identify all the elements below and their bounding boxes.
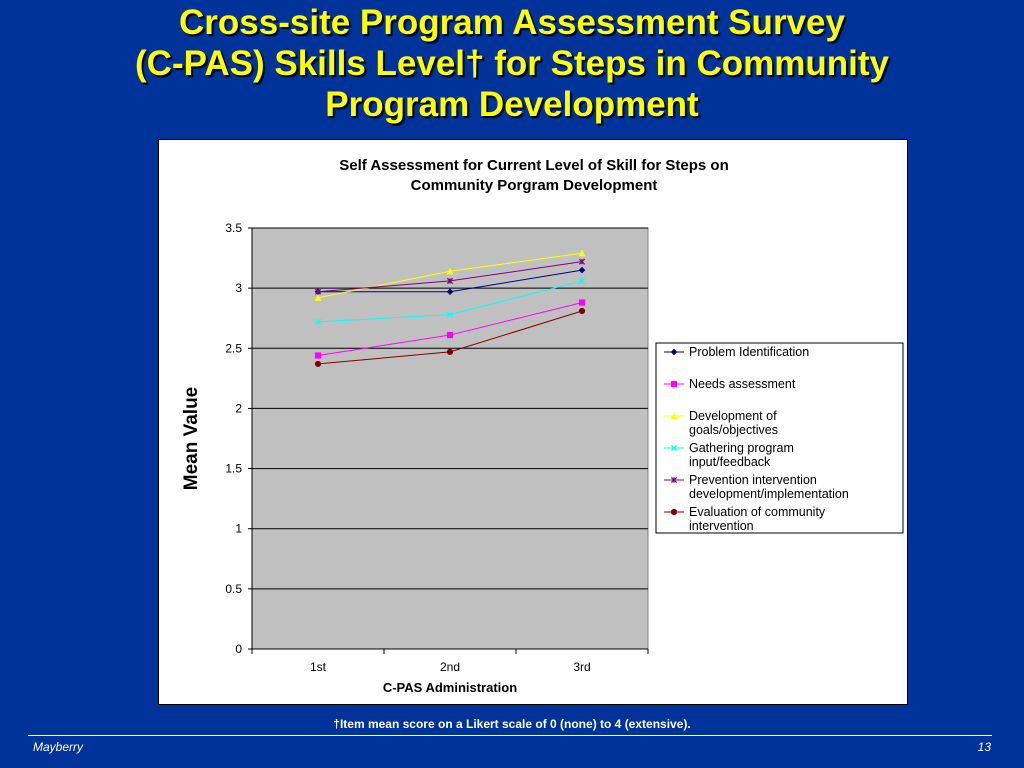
data-point-s6-1st — [314, 360, 322, 368]
chart-title-line-1: Self Assessment for Current Level of Ski… — [339, 157, 729, 174]
slide-title-line-1: Cross-site Program Assessment Survey — [179, 3, 845, 42]
legend-label-1: Problem Identification — [689, 345, 809, 359]
data-point-s3-2nd — [446, 267, 454, 275]
footnote: †Item mean score on a Likert scale of 0 … — [333, 717, 691, 731]
legend-label-6: Evaluation of community — [689, 505, 826, 519]
data-point-s4-1st — [314, 318, 322, 325]
legend-label-4: Gathering program — [689, 441, 794, 455]
slide-title-line-3: Program Development — [325, 85, 699, 124]
y-tick-label: 0 — [235, 642, 242, 656]
y-tick-label: 0.5 — [225, 582, 242, 596]
line-chart: Self Assessment for Current Level of Ski… — [181, 157, 904, 695]
footer-author: Mayberry — [33, 740, 84, 754]
data-point-s1-2nd — [446, 288, 454, 296]
data-point-s5-1st — [314, 288, 322, 295]
legend-label-5: Prevention intervention — [689, 473, 817, 487]
x-tick-label-2nd: 2nd — [440, 660, 460, 674]
x-axis-label: C-PAS Administration — [383, 680, 517, 695]
footer-divider — [28, 735, 992, 736]
legend-label-5-line-2: development/implementation — [689, 487, 849, 501]
slide-title-line-2: (C-PAS) Skills Level† for Steps in Commu… — [135, 44, 889, 83]
y-tick-label: 1.5 — [225, 462, 242, 476]
data-point-s2-2nd — [446, 331, 454, 339]
y-tick-label: 1 — [235, 522, 242, 536]
y-tick-label: 3.5 — [225, 221, 242, 235]
legend-box — [655, 342, 904, 534]
legend-label-4-line-2: input/feedback — [689, 455, 771, 469]
data-point-s2-3rd — [578, 299, 586, 306]
page-number: 13 — [977, 740, 991, 754]
data-point-s5-3rd — [578, 258, 586, 265]
x-tick-label-3rd: 3rd — [573, 660, 590, 674]
data-point-s3-3rd — [578, 249, 586, 257]
data-point-s2-1st — [314, 352, 322, 359]
data-point-s4-2nd — [446, 311, 454, 318]
x-tick-label-1st: 1st — [310, 660, 327, 674]
data-point-s6-2nd — [446, 348, 454, 355]
data-point-s3-1st — [314, 294, 322, 301]
legend-marker-5 — [670, 476, 678, 484]
legend-label-2: Needs assessment — [689, 377, 796, 391]
y-tick-label: 2.5 — [225, 341, 242, 355]
slide-title: Cross-site Program Assessment Survey (C-… — [20, 2, 1004, 125]
legend-label-3-line-2: goals/objectives — [689, 423, 778, 437]
data-point-s5-2nd — [446, 277, 454, 284]
chart-container: Self Assessment for Current Level of Ski… — [158, 139, 908, 705]
data-point-s4-3rd — [578, 277, 586, 284]
legend-marker-3 — [670, 412, 678, 420]
y-tick-label: 3 — [235, 281, 242, 295]
legend-marker-2 — [670, 380, 678, 388]
legend-label-6-line-2: intervention — [689, 519, 754, 533]
chart-title-line-2: Community Porgram Development — [411, 177, 658, 194]
data-point-s1-3rd — [578, 266, 586, 274]
legend-marker-1 — [670, 348, 678, 356]
y-axis-label: Mean Value — [181, 387, 202, 491]
legend-marker-6 — [670, 508, 678, 516]
legend-marker-4 — [670, 444, 678, 452]
y-tick-label: 2 — [235, 401, 242, 415]
legend-label-3: Development of — [689, 409, 777, 423]
data-point-s6-3rd — [578, 307, 586, 315]
